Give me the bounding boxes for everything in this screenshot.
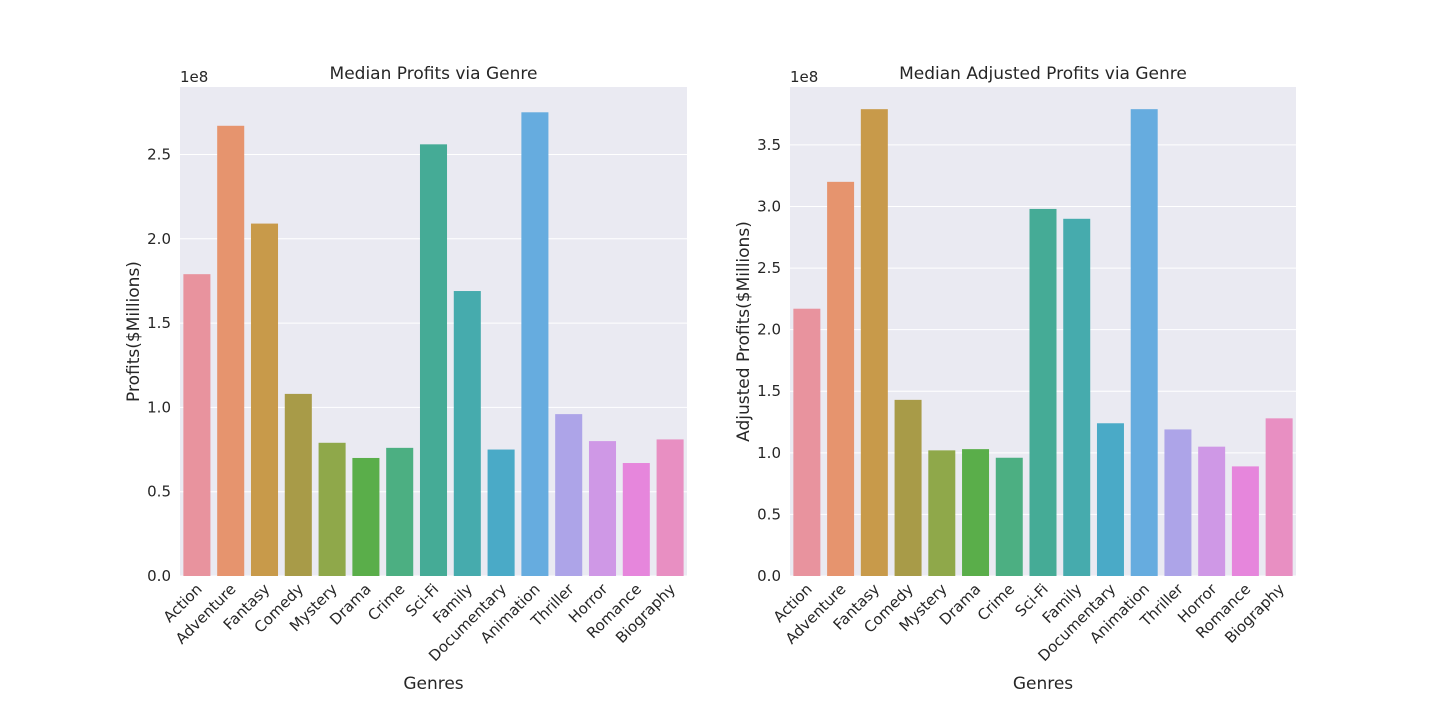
y-tick-labels: 0.0 0.5 1.0 1.5 2.0 2.5 bbox=[147, 145, 171, 585]
bar-family bbox=[1063, 218, 1091, 577]
bar-animation bbox=[521, 112, 549, 577]
bar-biography bbox=[656, 439, 684, 576]
bar-crime bbox=[995, 457, 1023, 576]
y-tick-label: 1.0 bbox=[757, 444, 781, 462]
bar-romance bbox=[1231, 466, 1259, 576]
bar-action bbox=[183, 274, 211, 576]
x-axis-label: Genres bbox=[1013, 674, 1073, 694]
bar-drama bbox=[962, 449, 990, 576]
y-tick-label: 2.5 bbox=[147, 145, 171, 163]
chart-title: Median Adjusted Profits via Genre bbox=[899, 64, 1187, 84]
bar-sci-fi bbox=[1029, 208, 1057, 576]
bar-crime bbox=[386, 447, 414, 576]
y-tick-label: 1.5 bbox=[147, 314, 171, 332]
bar-comedy bbox=[894, 399, 922, 576]
bar-adventure bbox=[217, 125, 245, 576]
y-tick-labels: 0.0 0.5 1.0 1.5 2.0 2.5 3.0 3.5 bbox=[757, 136, 781, 585]
y-axis-multiplier: 1e8 bbox=[180, 68, 208, 86]
bar-fantasy bbox=[860, 109, 888, 576]
y-axis-label: Adjusted Profits($Millions) bbox=[734, 221, 754, 442]
bars bbox=[793, 109, 1293, 577]
x-tick-label: Crime bbox=[364, 580, 408, 624]
bars bbox=[183, 112, 684, 577]
y-tick-label: 2.0 bbox=[757, 321, 781, 339]
bar-mystery bbox=[318, 442, 346, 576]
y-tick-label: 0.0 bbox=[147, 567, 171, 585]
bar-sci-fi bbox=[419, 144, 448, 576]
bar-documentary bbox=[487, 449, 515, 576]
chart-median-adjusted-profits: 0.0 0.5 1.0 1.5 2.0 2.5 3.0 3.5 ActionAdventure… bbox=[734, 64, 1296, 694]
x-tick-labels: ActionAdventureFantasyComedyMysteryDrama… bbox=[160, 580, 679, 665]
x-axis-label: Genres bbox=[403, 674, 463, 694]
bar-horror bbox=[1198, 446, 1226, 576]
y-tick-label: 0.0 bbox=[757, 567, 781, 585]
y-tick-label: 0.5 bbox=[147, 483, 171, 501]
bar-romance bbox=[622, 463, 650, 576]
bar-action bbox=[793, 308, 821, 576]
chart-median-profits: 0.0 0.5 1.0 1.5 2.0 2.5 ActionAdventureFantas… bbox=[124, 64, 687, 694]
y-tick-label: 3.0 bbox=[757, 197, 781, 215]
y-tick-label: 2.5 bbox=[757, 259, 781, 277]
bar-adventure bbox=[827, 181, 855, 577]
bar-thriller bbox=[1164, 429, 1192, 576]
bar-fantasy bbox=[250, 223, 279, 576]
y-tick-label: 3.5 bbox=[757, 136, 781, 154]
y-tick-label: 1.5 bbox=[757, 382, 781, 400]
y-axis-multiplier: 1e8 bbox=[790, 68, 818, 86]
y-tick-label: 2.0 bbox=[147, 230, 171, 248]
bar-horror bbox=[588, 441, 617, 576]
y-axis-label: Profits($Millions) bbox=[124, 261, 144, 402]
bar-comedy bbox=[284, 393, 312, 576]
bar-documentary bbox=[1096, 423, 1124, 576]
bar-animation bbox=[1130, 109, 1158, 576]
x-tick-labels: ActionAdventureFantasyComedyMysteryDrama… bbox=[770, 580, 1288, 665]
y-tick-label: 1.0 bbox=[147, 398, 171, 416]
bar-family bbox=[453, 291, 481, 576]
bar-mystery bbox=[928, 450, 956, 576]
chart-title: Median Profits via Genre bbox=[330, 64, 538, 84]
bar-thriller bbox=[555, 414, 583, 576]
y-tick-label: 0.5 bbox=[757, 505, 781, 523]
x-tick-label: Crime bbox=[974, 580, 1018, 624]
bar-biography bbox=[1265, 418, 1293, 576]
bar-drama bbox=[352, 457, 380, 576]
